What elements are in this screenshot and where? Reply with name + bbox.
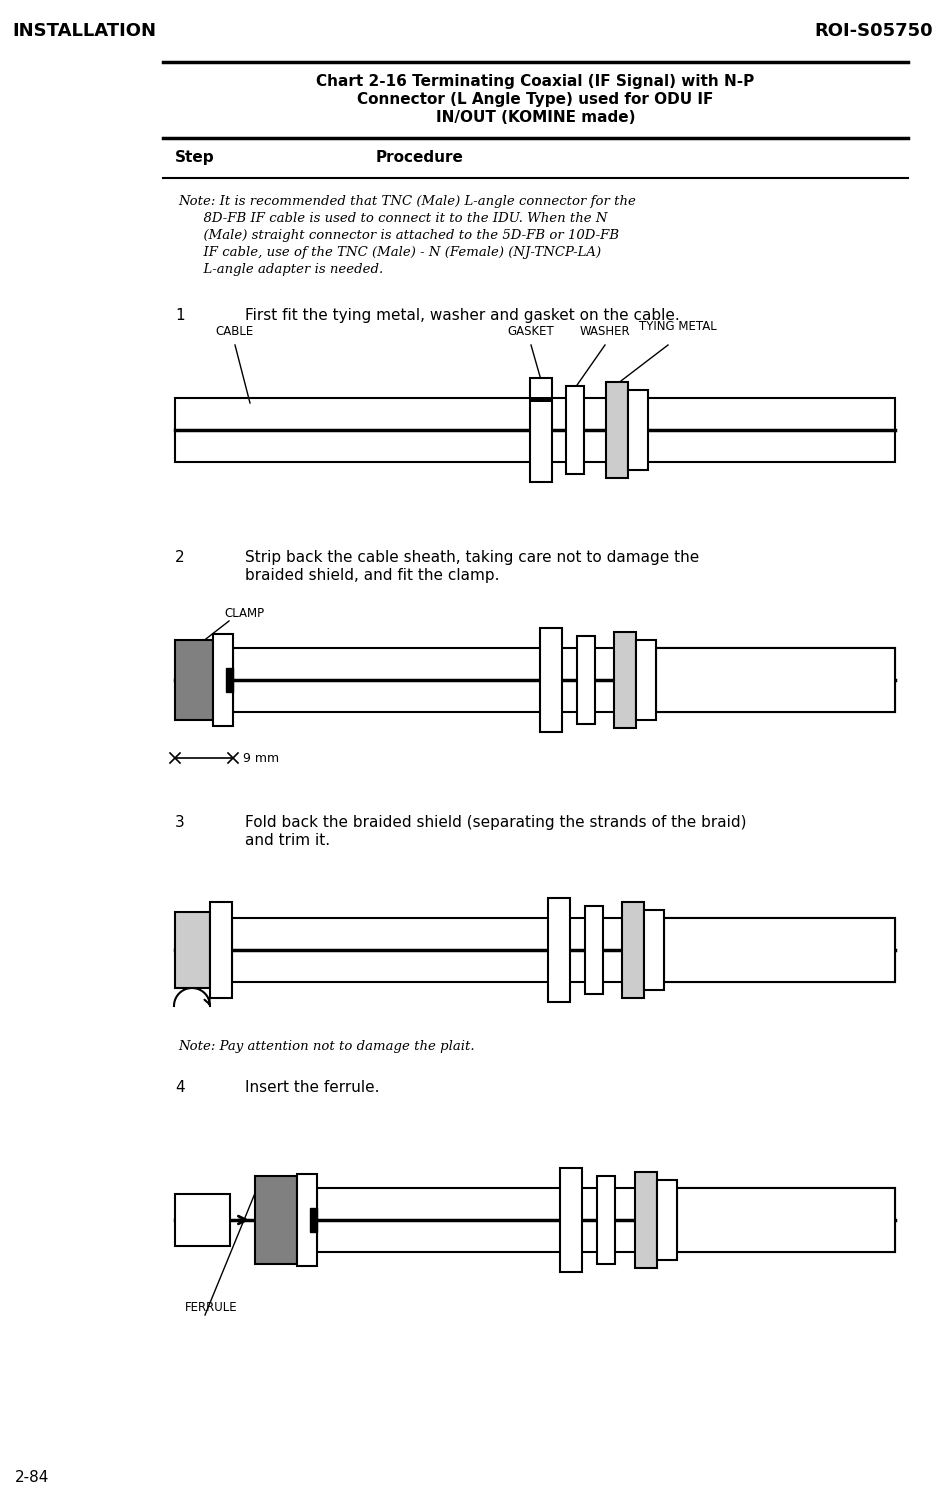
Text: Chart 2-16 Terminating Coaxial (IF Signal) with N-P: Chart 2-16 Terminating Coaxial (IF Signa… [316, 75, 754, 90]
Text: Note: It is recommended that TNC (Male) L-angle connector for the: Note: It is recommended that TNC (Male) … [177, 196, 635, 208]
Bar [614, 632, 635, 729]
Text: 3: 3 [175, 815, 185, 830]
Text: TYING METAL: TYING METAL [638, 320, 716, 333]
Bar [565, 387, 583, 473]
Bar [310, 1208, 316, 1232]
Text: IN/OUT (KOMINE made): IN/OUT (KOMINE made) [435, 110, 634, 125]
Bar [643, 911, 664, 990]
Bar [597, 1176, 615, 1265]
Bar [212, 635, 233, 726]
Text: Insert the ferrule.: Insert the ferrule. [244, 1079, 379, 1094]
Bar [296, 1173, 316, 1266]
Bar [175, 912, 210, 988]
Bar [548, 897, 569, 1002]
Text: GASKET: GASKET [507, 325, 554, 337]
Bar [175, 399, 894, 461]
Text: ROI-S05750: ROI-S05750 [814, 22, 932, 40]
Bar [676, 1188, 894, 1253]
Bar [226, 667, 233, 691]
Text: INSTALLATION: INSTALLATION [12, 22, 156, 40]
Bar [577, 636, 595, 724]
Text: First fit the tying metal, washer and gasket on the cable.: First fit the tying metal, washer and ga… [244, 308, 679, 322]
Bar [316, 1188, 894, 1253]
Bar [233, 648, 894, 712]
Bar [175, 640, 212, 720]
Bar [656, 1179, 676, 1260]
Text: WASHER: WASHER [579, 325, 630, 337]
Bar [255, 1176, 296, 1265]
Text: (Male) straight connector is attached to the 5D-FB or 10D-FB: (Male) straight connector is attached to… [177, 228, 618, 242]
Bar [210, 902, 232, 997]
Text: Connector (L Angle Type) used for ODU IF: Connector (L Angle Type) used for ODU IF [357, 93, 713, 107]
Bar [175, 1194, 229, 1247]
Bar [530, 378, 551, 482]
Bar [605, 382, 628, 478]
Text: L-angle adapter is needed.: L-angle adapter is needed. [177, 263, 383, 276]
Bar [232, 918, 894, 982]
Bar [584, 906, 602, 994]
Bar [655, 648, 894, 712]
Text: IF cable, use of the TNC (Male) - N (Female) (NJ-TNCP-LA): IF cable, use of the TNC (Male) - N (Fem… [177, 246, 600, 258]
Text: 1: 1 [175, 308, 184, 322]
Text: CLAMP: CLAMP [224, 608, 263, 620]
Bar [634, 1172, 656, 1268]
Bar [621, 902, 643, 997]
Text: FERRULE: FERRULE [185, 1300, 237, 1314]
Text: 4: 4 [175, 1079, 184, 1094]
Text: 2: 2 [175, 549, 184, 564]
Text: 8D-FB IF cable is used to connect it to the IDU. When the N: 8D-FB IF cable is used to connect it to … [177, 212, 607, 225]
Text: Strip back the cable sheath, taking care not to damage the: Strip back the cable sheath, taking care… [244, 549, 699, 564]
Text: 9 mm: 9 mm [243, 751, 278, 764]
Text: Fold back the braided shield (separating the strands of the braid): Fold back the braided shield (separating… [244, 815, 746, 830]
Bar [664, 918, 894, 982]
Text: and trim it.: and trim it. [244, 833, 329, 848]
Bar [539, 629, 562, 732]
Bar [635, 640, 655, 720]
Bar [530, 397, 551, 402]
Bar [628, 390, 648, 470]
Text: Procedure: Procedure [376, 149, 464, 166]
Bar [560, 1168, 582, 1272]
Text: Step: Step [175, 149, 214, 166]
Text: CABLE: CABLE [215, 325, 253, 337]
Text: Note: Pay attention not to damage the plait.: Note: Pay attention not to damage the pl… [177, 1041, 474, 1053]
Text: 2-84: 2-84 [15, 1471, 49, 1486]
Text: braided shield, and fit the clamp.: braided shield, and fit the clamp. [244, 567, 499, 582]
